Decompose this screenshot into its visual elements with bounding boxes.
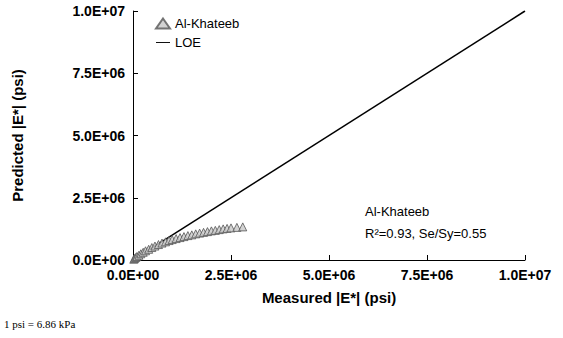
svg-text:2.5E+06: 2.5E+06 <box>205 267 258 283</box>
svg-text:0.0E+00: 0.0E+00 <box>72 252 125 268</box>
svg-text:1.0E+07: 1.0E+07 <box>72 3 125 19</box>
svg-text:Predicted |E*| (psi): Predicted |E*| (psi) <box>9 69 26 202</box>
svg-text:0.0E+00: 0.0E+00 <box>107 267 160 283</box>
svg-text:1.0E+07: 1.0E+07 <box>499 267 552 283</box>
svg-text:1 psi = 6.86 kPa: 1 psi = 6.86 kPa <box>4 318 75 330</box>
svg-text:5.0E+06: 5.0E+06 <box>303 267 356 283</box>
svg-text:Measured |E*| (psi): Measured |E*| (psi) <box>262 289 396 306</box>
svg-text:7.5E+06: 7.5E+06 <box>72 65 125 81</box>
svg-text:Al-Khateeb: Al-Khateeb <box>365 204 429 219</box>
svg-text:7.5E+06: 7.5E+06 <box>401 267 454 283</box>
svg-text:Al-Khateeb: Al-Khateeb <box>175 16 239 31</box>
svg-text:5.0E+06: 5.0E+06 <box>72 128 125 144</box>
svg-text:R²=0.93, Se/Sy=0.55: R²=0.93, Se/Sy=0.55 <box>365 226 486 241</box>
svg-text:2.5E+06: 2.5E+06 <box>72 190 125 206</box>
svg-text:LOE: LOE <box>175 35 201 50</box>
